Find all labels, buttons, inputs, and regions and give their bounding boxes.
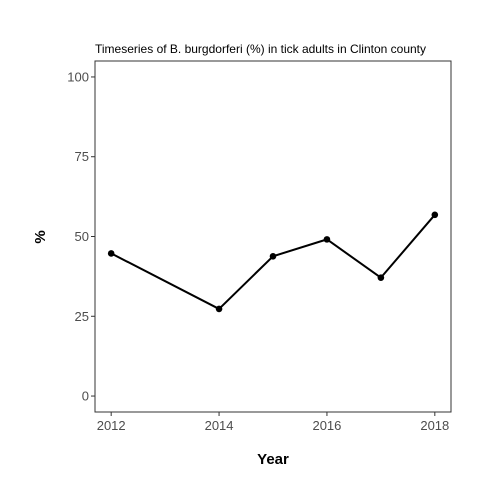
y-tick-label: 100	[67, 69, 89, 84]
data-point	[269, 252, 277, 260]
data-point	[215, 305, 223, 313]
data-point	[323, 236, 331, 243]
x-axis: 2012 2014 2016 2018	[97, 412, 449, 433]
y-tick-label: 0	[82, 389, 89, 404]
x-tick-label: 2016	[312, 418, 341, 433]
y-tick-label: 50	[75, 229, 89, 244]
x-tick-label: 2014	[205, 418, 234, 433]
series-line	[110, 214, 436, 310]
y-axis: 0 25 50 75 100	[67, 69, 95, 404]
data-point	[431, 211, 439, 219]
series-layer	[107, 211, 439, 313]
y-axis-title: %	[32, 230, 49, 243]
x-tick-label: 2018	[420, 418, 449, 433]
x-tick-label: 2012	[97, 418, 126, 433]
y-tick-label: 75	[75, 149, 89, 164]
chart-title: Timeseries of B. burgdorferi (%) in tick…	[95, 42, 426, 56]
data-point	[107, 250, 115, 257]
plot-panel-border	[94, 60, 452, 413]
y-tick-label: 25	[75, 309, 89, 324]
x-axis-title: Year	[257, 451, 289, 468]
data-point	[377, 274, 385, 281]
